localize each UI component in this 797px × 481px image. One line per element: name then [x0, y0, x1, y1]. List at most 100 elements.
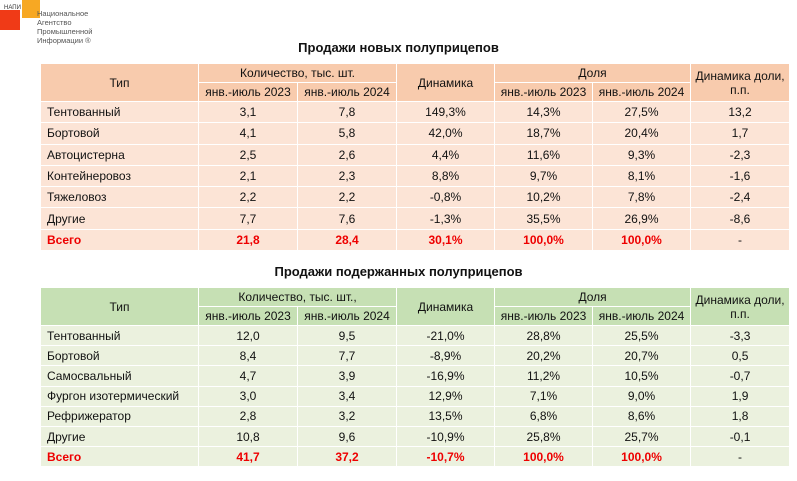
table-row: Тентованный 12,0 9,5 -21,0% 28,8% 25,5% -3,3 — [40, 324, 791, 347]
cell-type: Самосвальный — [40, 365, 199, 387]
table-row: Рефрижератор 2,8 3,2 13,5% 6,8% 8,6% 1,8 — [40, 405, 791, 427]
cell-qty-2023: 7,7 — [198, 207, 298, 230]
header-dynamics: Динамика — [396, 287, 496, 326]
cell-qty-2024: 2,6 — [297, 143, 397, 166]
cell-type: Тентованный — [40, 100, 199, 124]
table-row: Другие 10,8 9,6 -10,9% 25,8% 25,7% -0,1 — [40, 425, 791, 448]
logo-name: Национальное Агентство Промышленной Инфо… — [37, 9, 93, 45]
cell-type: Тентованный — [40, 324, 199, 347]
cell-type: Фургон изотермический — [40, 385, 199, 407]
cell-dynamics: -21,0% — [396, 324, 496, 347]
cell-share-2023: 20,2% — [494, 345, 594, 367]
cell-share-2024: 8,1% — [591, 164, 692, 188]
total-share-dynamics: - — [690, 446, 791, 468]
header-dynamics: Динамика — [396, 63, 495, 102]
header-row: Тип Количество, тыс. шт. Динамика Доля Д… — [40, 63, 791, 102]
cell-type: Тяжеловоз — [40, 186, 199, 209]
cell-share-2023: 11,2% — [494, 365, 594, 387]
new-trailers-table: Тип Количество, тыс. шт. Динамика Доля Д… — [40, 63, 791, 252]
header-share-dynamics: Динамика доли, п.п. — [690, 63, 791, 102]
cell-qty-2023: 8,4 — [198, 345, 298, 367]
total-qty-2024: 28,4 — [297, 228, 397, 252]
cell-dynamics: 149,3% — [396, 100, 495, 124]
cell-share-2024: 9,0% — [592, 385, 692, 407]
cell-qty-2023: 10,8 — [198, 425, 298, 448]
cell-qty-2024: 7,7 — [296, 345, 398, 367]
table-row: Тентованный 3,1 7,8 149,3% 14,3% 27,5% 13,2 — [40, 100, 791, 124]
cell-type: Контейнеровоз — [40, 164, 199, 188]
cell-dynamics: -10,9% — [396, 425, 496, 448]
cell-qty-2024: 9,5 — [296, 324, 398, 347]
cell-share-dynamics: 1,8 — [690, 405, 791, 427]
cell-share-2024: 25,5% — [592, 324, 692, 347]
total-type: Всего — [40, 446, 199, 468]
cell-dynamics: 12,9% — [396, 385, 496, 407]
logo-red-square — [0, 10, 20, 30]
cell-type: Автоцистерна — [40, 143, 199, 166]
cell-share-2024: 26,9% — [591, 207, 692, 230]
cell-share-2024: 25,7% — [592, 425, 692, 448]
table-row: Контейнеровоз 2,1 2,3 8,8% 9,7% 8,1% -1,6 — [40, 164, 791, 188]
cell-qty-2024: 3,9 — [296, 365, 398, 387]
cell-share-2024: 10,5% — [592, 365, 692, 387]
cell-share-2023: 6,8% — [494, 405, 594, 427]
cell-dynamics: 8,8% — [396, 164, 495, 188]
cell-share-2023: 11,6% — [494, 143, 593, 166]
header-subrow: янв.-июль 2023 янв.-июль 2024 янв.-июль … — [41, 306, 790, 326]
header-share-2024: янв.-июль 2024 — [592, 306, 692, 326]
total-qty-2023: 41,7 — [198, 446, 298, 468]
cell-dynamics: -16,9% — [396, 365, 496, 387]
table-row: Другие 7,7 7,6 -1,3% 35,5% 26,9% -8,6 — [40, 207, 791, 230]
cell-share-dynamics: 1,7 — [690, 122, 791, 145]
cell-share-dynamics: -0,1 — [690, 425, 791, 448]
header-share-2023: янв.-июль 2023 — [494, 306, 594, 326]
table-row: Автоцистерна 2,5 2,6 4,4% 11,6% 9,3% -2,3 — [40, 143, 791, 166]
cell-qty-2023: 12,0 — [198, 324, 298, 347]
total-row: Всего 21,8 28,4 30,1% 100,0% 100,0% - — [40, 228, 791, 252]
cell-qty-2024: 2,2 — [297, 186, 397, 209]
cell-qty-2024: 7,6 — [297, 207, 397, 230]
total-dynamics: -10,7% — [396, 446, 496, 468]
cell-qty-2023: 3,0 — [198, 385, 298, 407]
total-row: Всего 41,7 37,2 -10,7% 100,0% 100,0% - — [40, 446, 791, 468]
table-row: Фургон изотермический 3,0 3,4 12,9% 7,1% 9,0%… — [40, 385, 791, 407]
header-share: Доля — [493, 63, 692, 83]
cell-dynamics: 42,0% — [396, 122, 495, 145]
total-share-2023: 100,0% — [494, 228, 593, 252]
cell-share-dynamics: 1,9 — [690, 385, 791, 407]
cell-share-dynamics: -0,7 — [690, 365, 791, 387]
total-share-dynamics: - — [690, 228, 791, 252]
cell-dynamics: 13,5% — [396, 405, 496, 427]
total-share-2024: 100,0% — [591, 228, 692, 252]
total-qty-2024: 37,2 — [296, 446, 398, 468]
cell-share-2023: 28,8% — [494, 324, 594, 347]
cell-dynamics: 4,4% — [396, 143, 495, 166]
cell-share-2023: 25,8% — [494, 425, 594, 448]
header-qty-2024: янв.-июль 2024 — [296, 306, 398, 326]
header-share: Доля — [494, 287, 692, 307]
cell-share-dynamics: -2,3 — [690, 143, 791, 166]
cell-share-2023: 9,7% — [494, 164, 593, 188]
cell-qty-2023: 2,8 — [198, 405, 298, 427]
cell-share-2023: 14,3% — [494, 100, 593, 124]
cell-share-dynamics: -8,6 — [690, 207, 791, 230]
cell-qty-2024: 2,3 — [297, 164, 397, 188]
cell-qty-2024: 3,2 — [296, 405, 398, 427]
total-share-2023: 100,0% — [494, 446, 594, 468]
cell-qty-2023: 2,5 — [198, 143, 298, 166]
cell-share-2024: 8,6% — [592, 405, 692, 427]
cell-type: Другие — [40, 425, 199, 448]
header-share-2023: янв.-июль 2023 — [494, 82, 593, 102]
header-row: Тип Количество, тыс. шт., Динамика Доля … — [40, 287, 791, 326]
cell-qty-2023: 4,7 — [198, 365, 298, 387]
cell-share-dynamics: 13,2 — [690, 100, 791, 124]
cell-dynamics: -0,8% — [396, 186, 495, 209]
logo-orange-square — [22, 0, 40, 18]
cell-share-2024: 27,5% — [591, 100, 692, 124]
cell-share-2024: 9,3% — [591, 143, 692, 166]
cell-qty-2023: 2,2 — [198, 186, 298, 209]
cell-qty-2024: 7,8 — [297, 100, 397, 124]
cell-qty-2024: 5,8 — [297, 122, 397, 145]
cell-share-dynamics: -1,6 — [690, 164, 791, 188]
header-type: Тип — [40, 63, 199, 102]
